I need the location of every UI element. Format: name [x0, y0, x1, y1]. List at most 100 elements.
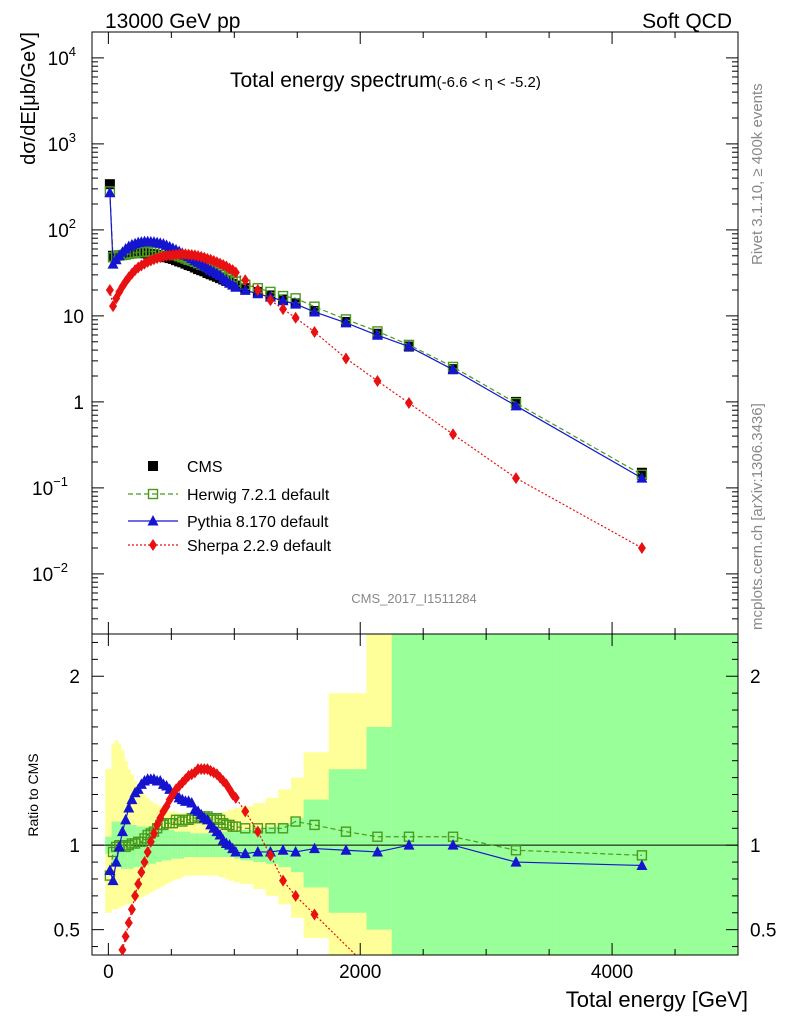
- green-band-bin: [187, 831, 191, 858]
- y-axis-label: dσ/dE[μb/GeV]: [18, 32, 40, 165]
- legend-marker: [147, 515, 159, 526]
- rivet-label: Rivet 3.1.10, ≥ 400k events: [749, 83, 766, 265]
- herwig-point: [240, 823, 251, 834]
- herwig-point: [265, 823, 276, 834]
- pythia-point: [116, 825, 128, 837]
- sherpa-point: [449, 428, 458, 441]
- sherpa-point: [279, 874, 288, 887]
- pythia-point: [290, 845, 302, 857]
- pythia-point: [277, 844, 289, 855]
- sherpa-point: [140, 856, 149, 869]
- pythia-point: [403, 839, 415, 850]
- header-right: Soft QCD: [642, 10, 732, 33]
- y-tick-label: 10: [63, 307, 84, 328]
- pythia-point: [371, 329, 383, 340]
- pythia-point: [309, 305, 321, 317]
- chart-title: Total energy spectrum(-6.6 < η < -5.2): [230, 69, 541, 92]
- green-band-bin: [328, 769, 368, 913]
- sherpa-point: [121, 930, 130, 943]
- sherpa-point: [134, 878, 143, 891]
- green-band-bin: [171, 829, 175, 859]
- series-layer: [104, 179, 648, 956]
- sherpa-point: [266, 849, 275, 862]
- sherpa-point: [143, 845, 152, 858]
- herwig-point: [136, 836, 147, 848]
- green-band-bin: [366, 726, 393, 930]
- legend-label: Herwig 7.2.1 default: [187, 487, 330, 504]
- herwig-point: [224, 819, 235, 831]
- pythia-point: [252, 845, 264, 857]
- pythia-point: [277, 294, 289, 306]
- pythia-point: [110, 856, 122, 867]
- pythia-point: [403, 340, 415, 352]
- pythia-point: [107, 874, 119, 886]
- pythia-point: [447, 839, 459, 850]
- sherpa-point: [404, 397, 413, 410]
- sherpa-point: [131, 889, 140, 902]
- mcplots-label: mcplots.cern.ch [arXiv:1306.3436]: [749, 403, 766, 630]
- pythia-point: [447, 363, 459, 375]
- herwig-point: [340, 826, 352, 837]
- herwig-point: [290, 816, 301, 827]
- y-tick-label: 104: [48, 44, 76, 70]
- legend: CMS Herwig 7.2.1 default Pythia 8.170 defa…: [128, 459, 332, 555]
- ratio-tick-label: 2: [69, 667, 80, 688]
- green-band-bin: [127, 824, 131, 869]
- sherpa-point: [341, 352, 350, 365]
- header-left: 13000 GeV pp: [105, 10, 240, 33]
- sherpa-point: [146, 835, 155, 848]
- sherpa-point: [253, 825, 262, 838]
- green-band-bin: [120, 823, 125, 869]
- green-band-bin: [183, 831, 188, 858]
- x-tick-label: 0: [103, 962, 114, 983]
- ratio-tick-label: 1: [69, 836, 80, 857]
- green-band-bin: [391, 634, 430, 955]
- y-tick-label: 1: [73, 393, 84, 414]
- pythia-point: [309, 842, 321, 854]
- pythia-point: [510, 399, 522, 411]
- sherpa-point: [241, 274, 250, 287]
- ratio-tick-label: 0.5: [54, 921, 80, 942]
- herwig-point: [372, 831, 383, 842]
- pythia-point: [636, 859, 648, 870]
- pythia-point: [340, 844, 352, 855]
- sherpa-point: [291, 889, 300, 902]
- green-band-bin: [111, 821, 116, 866]
- legend-label: Sherpa 2.2.9 default: [187, 538, 332, 555]
- sherpa-point: [137, 866, 146, 879]
- x-tick-label: 4000: [591, 962, 633, 983]
- ratio-tick-label-right: 2: [750, 667, 761, 688]
- sherpa-point: [124, 916, 133, 929]
- pythia-point: [123, 802, 135, 813]
- sherpa-point: [310, 908, 319, 921]
- sherpa-point: [637, 542, 646, 554]
- green-band-bin: [130, 824, 135, 869]
- sherpa-point: [118, 943, 127, 956]
- pythia-point: [120, 813, 132, 825]
- y-tick-label: 102: [48, 216, 76, 242]
- ratio-y-axis-label: Ratio to CMS: [25, 753, 41, 836]
- sherpa-point: [231, 266, 240, 279]
- sherpa-point: [373, 374, 382, 387]
- sherpa-point: [149, 827, 158, 840]
- pythia-point: [290, 298, 302, 309]
- y-tick-label: 10−1: [32, 474, 68, 500]
- pythia-point: [104, 864, 116, 876]
- sherpa-point: [231, 791, 240, 804]
- pythia-point: [371, 845, 383, 857]
- sherpa-point: [109, 300, 118, 313]
- green-band-bin: [555, 634, 739, 955]
- herwig-point: [510, 845, 522, 856]
- cms-point: [104, 179, 115, 190]
- pythia-point: [510, 856, 522, 867]
- sherpa-point: [241, 805, 250, 818]
- ratio-tick-label-right: 1: [750, 836, 761, 857]
- green-band-bin: [429, 634, 493, 955]
- sherpa-point: [310, 325, 319, 338]
- sherpa-point: [279, 303, 288, 316]
- sherpa-point: [266, 294, 275, 307]
- green-band-bin: [492, 634, 556, 955]
- pythia-point: [113, 840, 125, 852]
